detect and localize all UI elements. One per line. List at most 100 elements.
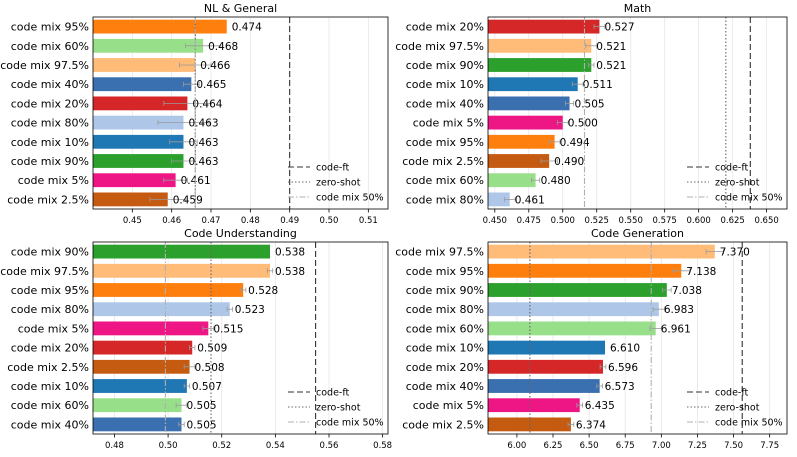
bar	[93, 173, 176, 188]
tick-label: 0.48	[241, 216, 260, 226]
tick-label: 0.475	[517, 216, 541, 226]
data-label: 0.521	[596, 60, 626, 72]
tick-label: 0.51	[359, 216, 378, 226]
tick-label: 6.00	[507, 441, 526, 451]
data-label: 0.494	[560, 137, 590, 149]
tick-label: 0.46	[162, 216, 181, 226]
bar	[488, 283, 667, 297]
bar	[93, 96, 188, 111]
data-label: 0.509	[197, 343, 227, 355]
tick-label: 0.49	[280, 216, 299, 226]
data-label: 0.465	[196, 79, 226, 91]
category-label: code mix 5%	[413, 399, 484, 412]
tick-label: 0.525	[585, 216, 609, 226]
category-label: code mix 2.5%	[7, 361, 89, 374]
tick-label: 0.625	[720, 216, 744, 226]
bar	[93, 283, 244, 297]
bar	[488, 244, 715, 259]
data-label: 0.464	[192, 98, 222, 110]
data-label: 6.435	[585, 400, 615, 412]
data-label: 7.138	[686, 266, 716, 278]
category-label: code mix 60%	[406, 174, 484, 187]
panel-nl-general: 0.474 code mix 95% 0.468 code mix 60% 0.466 c…	[0, 2, 389, 226]
data-label: 0.515	[213, 323, 243, 335]
legend-label: code-ft	[316, 388, 350, 399]
category-label: code mix 60%	[11, 399, 89, 412]
data-label: 0.505	[187, 400, 217, 412]
tick-label: 0.56	[320, 441, 339, 451]
tick-label: 0.500	[551, 216, 575, 226]
data-label: 0.523	[235, 304, 265, 316]
data-label: 6.983	[664, 304, 694, 316]
category-label: code mix 60%	[406, 322, 484, 335]
bar	[93, 115, 184, 130]
tick-label: 0.600	[686, 216, 710, 226]
data-label: 0.538	[275, 266, 305, 278]
bar	[488, 340, 605, 355]
panel-code-generation: 7.370 code mix 97.5% 7.138 code mix 95% 7.03…	[395, 227, 788, 451]
data-label: 0.500	[568, 118, 598, 130]
category-label: code mix 97.5%	[395, 246, 484, 259]
tick-label: 0.48	[105, 441, 124, 451]
category-label: code mix 95%	[11, 284, 89, 297]
bar	[93, 340, 193, 355]
legend-label: zero-shot	[715, 178, 760, 189]
tick-label: 0.52	[212, 441, 231, 451]
category-label: code mix 60%	[11, 40, 89, 53]
bar	[93, 38, 204, 53]
category-label: code mix 20%	[406, 21, 484, 34]
data-label: 6.596	[608, 362, 638, 374]
data-label: 0.508	[195, 362, 225, 374]
bar	[488, 154, 550, 168]
category-label: code mix 40%	[406, 97, 484, 110]
legend-label: code-ft	[316, 163, 350, 174]
bar	[93, 359, 190, 374]
bar	[488, 38, 592, 53]
panel-title: Math	[624, 2, 652, 15]
data-label: 0.468	[208, 41, 238, 53]
data-label: 7.370	[720, 247, 750, 259]
axes-frame	[487, 16, 788, 210]
data-label: 0.490	[554, 156, 584, 168]
bar	[488, 302, 659, 317]
bar	[488, 321, 656, 336]
category-label: code mix 95%	[406, 136, 484, 149]
data-label: 0.466	[200, 60, 230, 72]
legend-label: code mix 50%	[715, 193, 783, 204]
tick-label: 6.50	[580, 441, 599, 451]
bar	[488, 19, 600, 34]
data-label: 0.480	[541, 175, 571, 187]
data-label: 0.505	[575, 98, 605, 110]
axes-frame	[92, 16, 389, 210]
legend-label: code mix 50%	[715, 418, 783, 429]
category-label: code mix 10%	[11, 136, 89, 149]
axes-frame	[92, 241, 389, 435]
bar	[488, 192, 510, 207]
data-label: 0.463	[188, 137, 218, 149]
category-label: code mix 40%	[11, 418, 89, 431]
bar	[93, 58, 196, 72]
tick-label: 0.575	[653, 216, 677, 226]
tick-label: 0.58	[373, 441, 392, 451]
data-label: 0.521	[596, 41, 626, 53]
tick-label: 7.75	[760, 441, 779, 451]
category-label: code mix 5%	[18, 322, 89, 335]
category-label: code mix 10%	[406, 342, 484, 355]
category-label: code mix 80%	[11, 303, 89, 316]
category-label: code mix 20%	[11, 342, 89, 355]
tick-label: 7.00	[652, 441, 671, 451]
category-label: code mix 97.5%	[395, 40, 484, 53]
tick-label: 0.50	[159, 441, 178, 451]
bar	[93, 154, 184, 168]
bar	[93, 244, 270, 259]
category-label: code mix 20%	[406, 361, 484, 374]
bar	[488, 263, 682, 278]
data-label: 0.507	[192, 381, 222, 393]
data-label: 6.573	[605, 381, 635, 393]
data-label: 0.463	[188, 118, 218, 130]
bar	[93, 134, 184, 149]
data-label: 0.528	[248, 285, 278, 297]
tick-label: 7.50	[724, 441, 743, 451]
